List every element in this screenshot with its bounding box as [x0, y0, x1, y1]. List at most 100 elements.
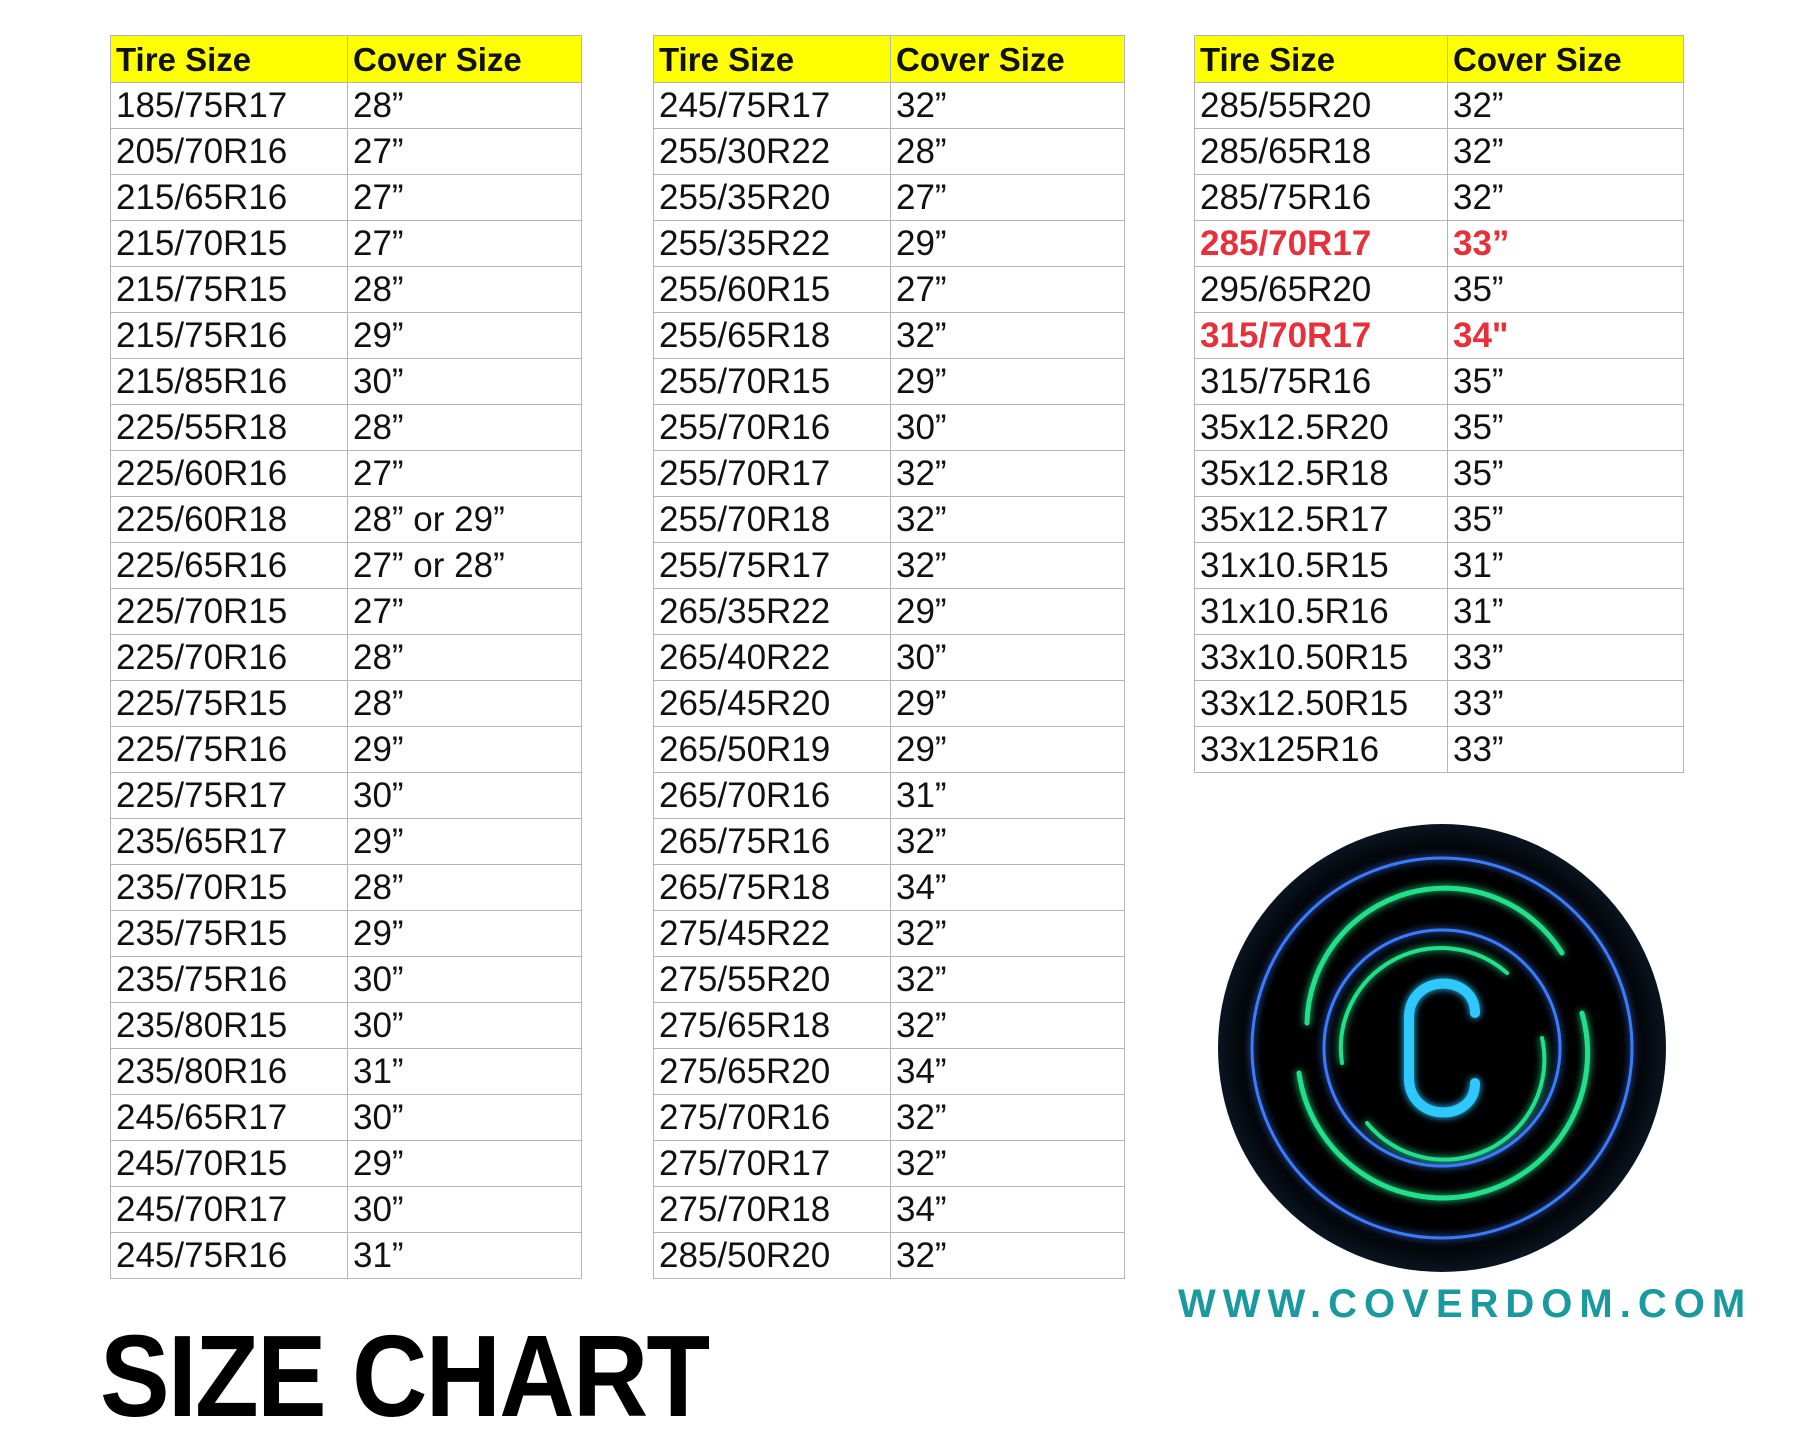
tire-size-cell: 225/60R18	[110, 496, 348, 543]
table-row: 285/75R16 32”	[1194, 174, 1684, 221]
tire-size-cell: 245/70R17	[110, 1186, 348, 1233]
tire-size-cell: 255/30R22	[653, 128, 891, 175]
tire-size-cell: 265/50R19	[653, 726, 891, 773]
table-row: 33x12.50R15 33”	[1194, 680, 1684, 727]
tire-size-cell: 235/65R17	[110, 818, 348, 865]
table-row: 245/75R16 31”	[110, 1232, 582, 1279]
cover-size-cell: 27”	[890, 174, 1125, 221]
cover-size-cell: 29”	[347, 726, 582, 773]
green-arc-top	[1304, 885, 1565, 1026]
cover-size-cell: 29”	[347, 312, 582, 359]
table-row: 245/65R17 30”	[110, 1094, 582, 1141]
cover-size-cell: 27”	[347, 450, 582, 497]
cover-size-cell: 29”	[347, 910, 582, 957]
tire-size-cell: 265/45R20	[653, 680, 891, 727]
inner-green-arc	[1338, 946, 1509, 1065]
cover-size-cell: 35”	[1447, 496, 1684, 543]
cover-size-cell: 32”	[890, 1140, 1125, 1187]
tire-size-cell: 245/65R17	[110, 1094, 348, 1141]
website-url[interactable]: WWW.COVERDOM.COM	[1178, 1282, 1753, 1326]
outer-blue-ring	[1250, 856, 1634, 1240]
tire-size-cell: 255/35R22	[653, 220, 891, 267]
green-arc-bottom	[1296, 1010, 1591, 1201]
table-row: 255/35R22 29”	[653, 220, 1125, 267]
tire-size-cell: 265/75R18	[653, 864, 891, 911]
cover-size-cell: 28”	[347, 864, 582, 911]
coverdom-logo	[1218, 824, 1666, 1272]
tire-size-cell: 255/75R17	[653, 542, 891, 589]
cover-size-cell: 33”	[1447, 726, 1684, 773]
table-row: 255/70R16 30”	[653, 404, 1125, 451]
cover-size-cell: 28”	[347, 680, 582, 727]
cover-size-cell: 32”	[890, 956, 1125, 1003]
cover-size-cell: 30”	[347, 1186, 582, 1233]
tire-size-cell: 285/65R18	[1194, 128, 1448, 175]
cover-size-cell: 28” or 29”	[347, 496, 582, 543]
tire-size-cell: 225/70R16	[110, 634, 348, 681]
size-table-3: Tire Size Cover Size 285/55R20 32” 285/65R18…	[1194, 35, 1684, 773]
table-row: 225/70R15 27”	[110, 588, 582, 635]
cover-size-cell: 32”	[890, 1002, 1125, 1049]
tire-size-cell: 255/65R18	[653, 312, 891, 359]
tire-size-cell: 265/70R16	[653, 772, 891, 819]
table-row: 215/75R16 29”	[110, 312, 582, 359]
cover-size-cell: 32”	[890, 312, 1125, 359]
cover-size-cell: 27”	[347, 220, 582, 267]
table-row: 275/65R18 32”	[653, 1002, 1125, 1049]
tire-size-cell: 265/35R22	[653, 588, 891, 635]
cover-size-cell: 32”	[1447, 82, 1684, 129]
tire-size-cell: 235/75R16	[110, 956, 348, 1003]
cover-size-cell: 27”	[347, 588, 582, 635]
tire-size-cell: 255/70R18	[653, 496, 891, 543]
cover-size-cell: 28”	[347, 82, 582, 129]
tire-size-cell: 235/80R15	[110, 1002, 348, 1049]
table-row: 31x10.5R15 31”	[1194, 542, 1684, 589]
tire-size-cell: 35x12.5R18	[1194, 450, 1448, 497]
table-row: 285/70R17 33”	[1194, 220, 1684, 267]
table-row: 285/55R20 32”	[1194, 82, 1684, 129]
tire-size-cell: 285/50R20	[653, 1232, 891, 1279]
tire-size-cell: 215/65R16	[110, 174, 348, 221]
size-table-1: Tire Size Cover Size 185/75R17 28” 205/70R16…	[110, 35, 582, 1279]
table-row: 33x125R16 33”	[1194, 726, 1684, 773]
tire-size-cell: 225/55R18	[110, 404, 348, 451]
tire-size-cell: 33x125R16	[1194, 726, 1448, 773]
table-row: 245/75R17 32”	[653, 82, 1125, 129]
table-row: 255/65R18 32”	[653, 312, 1125, 359]
tire-size-cell: 275/70R16	[653, 1094, 891, 1141]
tire-size-cell: 285/75R16	[1194, 174, 1448, 221]
tire-size-cell: 255/70R15	[653, 358, 891, 405]
table-row: 235/75R15 29”	[110, 910, 582, 957]
table-row: 245/70R15 29”	[110, 1140, 582, 1187]
cover-size-cell: 29”	[347, 1140, 582, 1187]
table-row: 265/75R16 32”	[653, 818, 1125, 865]
cover-size-cell: 28”	[890, 128, 1125, 175]
tire-size-cell: 205/70R16	[110, 128, 348, 175]
cover-size-cell: 32”	[890, 496, 1125, 543]
cover-size-cell: 34”	[890, 864, 1125, 911]
cover-size-cell: 28”	[347, 634, 582, 681]
tire-size-cell: 285/70R17	[1194, 220, 1448, 267]
cover-size-cell: 29”	[890, 726, 1125, 773]
table-row: 275/55R20 32”	[653, 956, 1125, 1003]
tire-size-cell: 245/70R15	[110, 1140, 348, 1187]
header-row: Tire Size Cover Size	[1194, 35, 1684, 83]
cover-size-cell: 33”	[1447, 220, 1684, 267]
page-title: SIZE CHART	[100, 1311, 710, 1441]
header-row: Tire Size Cover Size	[653, 35, 1125, 83]
tire-size-cell: 225/75R15	[110, 680, 348, 727]
table-row: 245/70R17 30”	[110, 1186, 582, 1233]
tire-size-cell: 275/65R20	[653, 1048, 891, 1095]
table-row: 235/65R17 29”	[110, 818, 582, 865]
tire-size-cell: 275/70R17	[653, 1140, 891, 1187]
cover-size-cell: 28”	[347, 266, 582, 313]
table-row: 225/75R15 28”	[110, 680, 582, 727]
tire-size-cell: 215/85R16	[110, 358, 348, 405]
cover-size-cell: 29”	[890, 680, 1125, 727]
tire-size-cell: 225/60R16	[110, 450, 348, 497]
table-row: 275/45R22 32”	[653, 910, 1125, 957]
tire-size-cell: 315/70R17	[1194, 312, 1448, 359]
cover-size-cell: 35”	[1447, 404, 1684, 451]
table-row: 235/80R15 30”	[110, 1002, 582, 1049]
table-row: 225/55R18 28”	[110, 404, 582, 451]
